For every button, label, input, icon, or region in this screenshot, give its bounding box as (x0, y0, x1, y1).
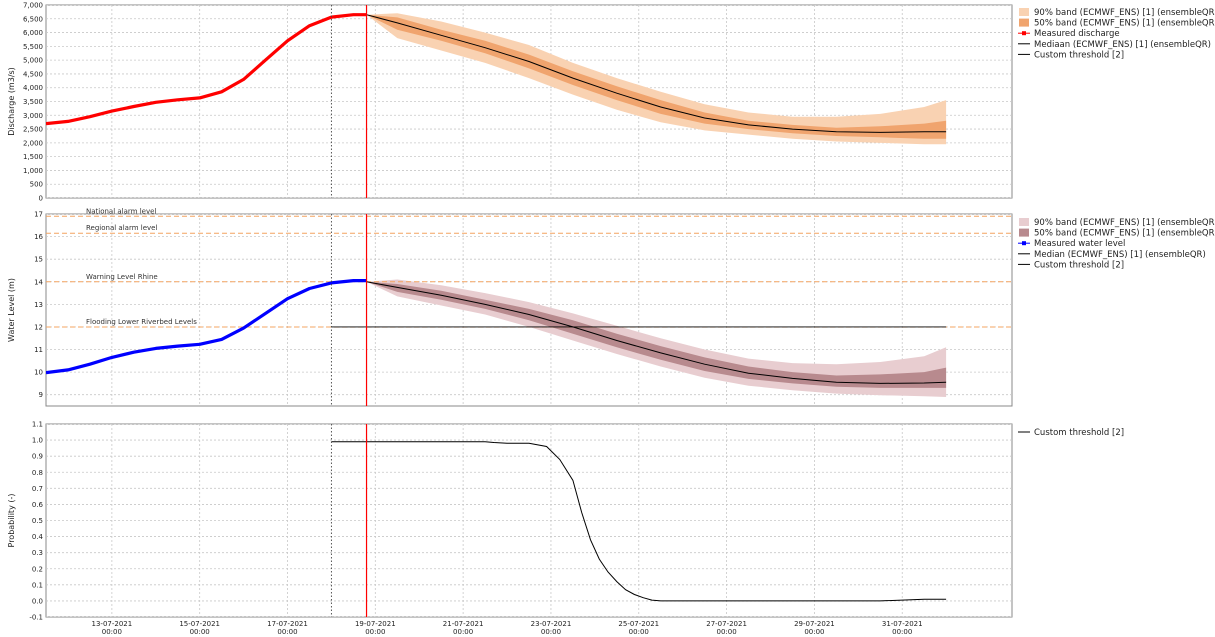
y-tick-label: 0.7 (32, 485, 43, 493)
legend-label: 50% band (ECMWF_ENS) [1] (ensembleQR) (1034, 229, 1215, 239)
x-tick-date: 31-07-2021 (882, 620, 923, 628)
median-line (366, 14, 947, 133)
legend-label: 90% band (ECMWF_ENS) [1] (ensembleQR) (1034, 8, 1215, 18)
x-tick-time: 00:00 (102, 628, 122, 636)
y-tick-label: 0.6 (32, 501, 44, 509)
x-tick-date: 19-07-2021 (355, 620, 396, 628)
y-tick-label: 5,000 (23, 57, 43, 65)
y-tick-label: 2,500 (23, 126, 43, 134)
x-tick-time: 00:00 (277, 628, 297, 636)
y-tick-label: 16 (34, 233, 43, 241)
x-tick-time: 00:00 (892, 628, 912, 636)
y-tick-label: 1,000 (23, 167, 43, 175)
legend-label: Mediaan (ECMWF_ENS) [1] (ensembleQR) (1034, 40, 1211, 50)
y-axis-label: Water Level (m) (7, 278, 16, 342)
y-axis-label: Discharge (m3/s) (7, 67, 16, 136)
y-tick-label: 5,500 (23, 43, 43, 51)
x-tick-date: 27-07-2021 (706, 620, 747, 628)
x-tick-time: 00:00 (629, 628, 649, 636)
legend-marker (1022, 31, 1026, 36)
x-tick-time: 00:00 (804, 628, 824, 636)
y-tick-label: 12 (34, 323, 43, 331)
plot-content (46, 5, 1012, 198)
y-tick-label: 6,500 (23, 15, 43, 23)
legend-swatch (1019, 218, 1029, 226)
panel-2: 9 10 11 12 13 14 15 16 17 Water Level (m) National… (7, 207, 1215, 407)
x-tick-date: 13-07-2021 (92, 620, 133, 628)
y-tick-label: 0.3 (32, 549, 43, 557)
x-tick-time: 00:00 (716, 628, 736, 636)
y-tick-label: -0.1 (29, 614, 43, 622)
x-tick-time: 00:00 (365, 628, 385, 636)
x-tick-date: 17-07-2021 (267, 620, 308, 628)
y-tick-label: 14 (34, 278, 43, 286)
legend-label: Custom threshold [2] (1034, 260, 1124, 270)
reference-label: National alarm level (86, 207, 156, 215)
legend-label: Custom threshold [2] (1034, 428, 1124, 438)
x-tick-time: 00:00 (190, 628, 210, 636)
y-tick-label: 0.1 (32, 581, 43, 589)
x-tick-date: 29-07-2021 (794, 620, 835, 628)
y-tick-label: 11 (34, 346, 43, 354)
y-tick-label: 1,500 (23, 153, 43, 161)
measured-line (46, 13, 367, 126)
measured-line (46, 279, 367, 375)
y-tick-label: 4,500 (23, 70, 43, 78)
y-tick-label: 2,000 (23, 139, 43, 147)
y-tick-label: 3,000 (23, 112, 43, 120)
legend-label: Measured discharge (1034, 29, 1120, 39)
reference-label: Flooding Lower Riverbed Levels (86, 318, 197, 326)
x-tick-date: 23-07-2021 (531, 620, 572, 628)
legend-label: Median (ECMWF_ENS) [1] (ensembleQR) (1034, 250, 1206, 260)
y-tick-label: 0 (39, 195, 43, 203)
band-50 (366, 281, 947, 388)
legend-label: Measured water level (1034, 239, 1125, 249)
reference-label: Regional alarm level (86, 224, 157, 232)
legend-label: Custom threshold [2] (1034, 50, 1124, 60)
plot-content (46, 424, 1012, 617)
x-tick-date: 15-07-2021 (179, 620, 220, 628)
panel-3: -0.1 0.0 0.1 0.2 0.3 0.4 0.5 0.6 0.7 0.8 0.9 1.0 1.1… (7, 421, 1124, 622)
y-tick-label: 17 (34, 211, 43, 219)
y-tick-label: 0.9 (32, 453, 43, 461)
band-90 (366, 13, 947, 145)
y-tick-label: 1.1 (32, 421, 43, 429)
legend-swatch (1019, 8, 1029, 16)
x-tick-date: 21-07-2021 (443, 620, 484, 628)
y-tick-label: 15 (34, 256, 43, 264)
legend-label: 90% band (ECMWF_ENS) [1] (ensembleQR) (1034, 218, 1215, 228)
band-50 (366, 14, 947, 139)
y-tick-label: 10 (34, 369, 43, 377)
probability-line (331, 441, 947, 602)
legend-swatch (1019, 18, 1029, 27)
y-tick-label: 1.0 (32, 437, 43, 445)
y-tick-label: 500 (30, 181, 43, 189)
y-tick-label: 0.8 (32, 469, 43, 477)
y-tick-label: 3,500 (23, 98, 43, 106)
legend-label: 50% band (ECMWF_ENS) [1] (ensembleQR) (1034, 19, 1215, 29)
y-tick-label: 0.2 (32, 565, 43, 573)
y-tick-label: 0.4 (32, 533, 44, 541)
x-tick-time: 00:00 (453, 628, 473, 636)
y-tick-label: 7,000 (23, 2, 43, 10)
y-axis-label: Probability (-) (7, 494, 16, 548)
y-tick-label: 0.5 (32, 517, 43, 525)
y-tick-label: 4,000 (23, 84, 43, 92)
median-line (366, 281, 947, 384)
x-tick-time: 00:00 (541, 628, 561, 636)
y-tick-label: 13 (34, 301, 43, 309)
legend-marker (1022, 241, 1026, 246)
panel-1: 0 500 1,000 1,500 2,000 2,500 3,000 3,500 4,000 4… (7, 2, 1215, 203)
y-tick-label: 9 (39, 391, 43, 399)
reference-label: Warning Level Rhine (86, 273, 158, 281)
plot-content (46, 214, 1012, 406)
legend-swatch (1019, 228, 1029, 237)
x-tick-date: 25-07-2021 (618, 620, 659, 628)
y-tick-label: 6,000 (23, 29, 43, 37)
y-tick-label: 0.0 (32, 597, 43, 605)
